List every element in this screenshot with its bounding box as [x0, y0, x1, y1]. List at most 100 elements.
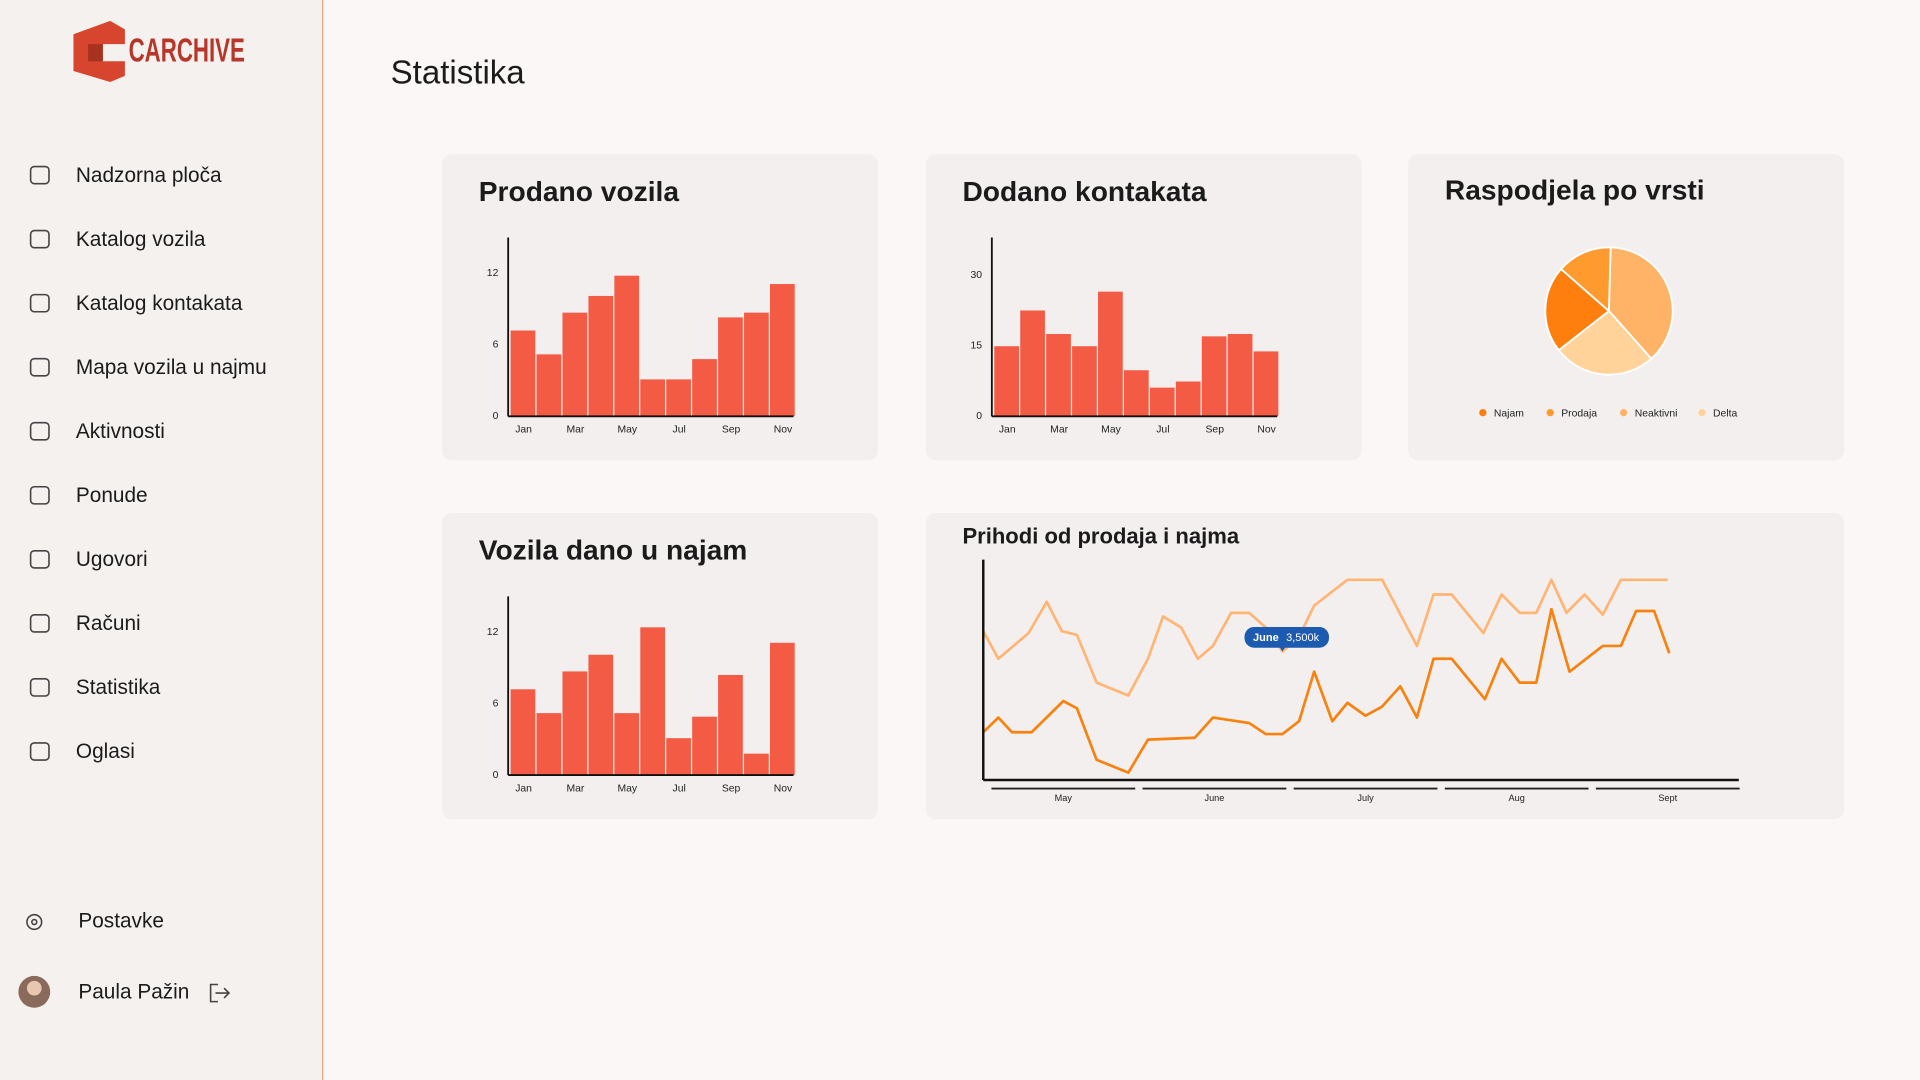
bar: [1072, 346, 1097, 417]
avatar-face: [26, 980, 42, 996]
x-tick-label: Jan: [515, 425, 532, 436]
bar: [769, 284, 795, 417]
x-tick-label: Jan: [999, 425, 1016, 436]
menu-item[interactable]: Katalog kontakata: [76, 292, 243, 315]
settings-icon: [31, 918, 38, 926]
x-tick-label: Sep: [722, 783, 741, 794]
bar: [769, 642, 795, 776]
y-tick-label: 0: [976, 411, 982, 422]
menu-item[interactable]: Mapa vozila u najmu: [76, 356, 267, 379]
bar: [640, 379, 666, 417]
menu-icon: [29, 165, 50, 185]
pie-slice: [1544, 267, 1611, 352]
y-tick-label: 30: [970, 270, 982, 281]
bar: [536, 354, 562, 417]
settings-icon: [26, 913, 43, 931]
x-tick-label: June: [1205, 793, 1225, 803]
bar: [1175, 381, 1201, 417]
logo-icon: [73, 20, 125, 83]
x-tick-label: Jan: [515, 783, 532, 794]
y-tick-label: 15: [970, 341, 982, 352]
x-tick-label: Jul: [673, 425, 686, 436]
settings-link[interactable]: Postavke: [78, 910, 164, 933]
logout-icon[interactable]: [209, 983, 231, 1003]
bar: [1201, 336, 1227, 417]
y-tick-label: 12: [487, 268, 499, 279]
pie-slice: [1559, 246, 1612, 313]
y-tick-label: 0: [493, 770, 499, 781]
bar: [1020, 310, 1045, 417]
x-tick-label: Nov: [1257, 425, 1276, 436]
bar: [562, 671, 588, 776]
page-title: Statistika: [391, 54, 526, 91]
legend-label: Prodaja: [1561, 409, 1597, 420]
menu-item[interactable]: Ugovori: [76, 548, 148, 571]
y-tick-label: 6: [493, 340, 499, 351]
x-tick-label: Jul: [673, 783, 686, 794]
tooltip-title: June: [1253, 632, 1279, 644]
menu-item[interactable]: Oglasi: [76, 740, 135, 763]
card: [925, 513, 1845, 820]
sidebar: [0, 0, 323, 1080]
menu-icon: [29, 742, 50, 761]
menu-item[interactable]: Aktivnosti: [76, 420, 165, 443]
menu-icon: [29, 229, 50, 249]
x-tick-label: May: [618, 783, 638, 794]
menu-icon: [29, 357, 50, 377]
menu-item[interactable]: Katalog vozila: [76, 228, 206, 251]
x-tick-label: Nov: [774, 425, 793, 436]
x-tick-label: July: [1357, 793, 1374, 803]
bar: [666, 379, 691, 417]
bar: [718, 317, 743, 417]
card-title: Raspodjela po vrsti: [1445, 175, 1705, 206]
x-tick-label: Mar: [1050, 425, 1068, 436]
menu-item[interactable]: Računi: [76, 612, 141, 635]
legend-dot: [1546, 408, 1554, 417]
bar: [536, 713, 562, 776]
bar: [666, 738, 691, 776]
card-title: Dodano kontakata: [962, 176, 1206, 207]
menu-item[interactable]: Statistika: [76, 676, 161, 699]
bar: [1149, 387, 1175, 417]
legend-label: Delta: [1713, 409, 1737, 420]
x-tick-label: Aug: [1508, 793, 1524, 803]
bar: [994, 346, 1019, 417]
menu-icon: [29, 549, 50, 569]
bar: [1098, 291, 1123, 417]
bar: [692, 359, 717, 417]
y-tick-label: 6: [493, 698, 499, 709]
bar: [744, 312, 769, 417]
bar: [1123, 370, 1149, 417]
bar: [588, 654, 614, 776]
user-name: Paula Pažin: [78, 981, 189, 1004]
legend-dot: [1698, 408, 1706, 417]
menu-icon: [29, 485, 50, 505]
legend-dot: [1479, 408, 1487, 417]
legend-label: Najam: [1494, 409, 1524, 420]
menu-item[interactable]: Nadzorna ploča: [76, 164, 222, 187]
legend-label: Neaktivni: [1635, 409, 1678, 420]
bar: [588, 295, 614, 417]
line-series: [982, 607, 1671, 774]
bar: [614, 275, 640, 417]
menu-icon: [29, 678, 50, 697]
card-title: Prihodi od prodaja i najma: [962, 523, 1239, 548]
tooltip-value: 3,500k: [1286, 632, 1320, 644]
x-tick-label: Nov: [774, 783, 793, 794]
x-tick-label: May: [1101, 425, 1121, 436]
bar: [510, 689, 536, 776]
bar: [510, 330, 536, 417]
y-tick-label: 0: [493, 411, 499, 422]
bar: [1227, 333, 1253, 417]
x-tick-label: May: [1055, 793, 1073, 803]
card-title: Prodano vozila: [479, 176, 680, 207]
logo-shape: [88, 44, 103, 62]
pie-slice: [1608, 246, 1674, 360]
menu-item[interactable]: Ponude: [76, 484, 148, 507]
x-tick-label: Sept: [1658, 793, 1677, 803]
legend-dot: [1620, 408, 1628, 417]
bar: [640, 627, 666, 776]
